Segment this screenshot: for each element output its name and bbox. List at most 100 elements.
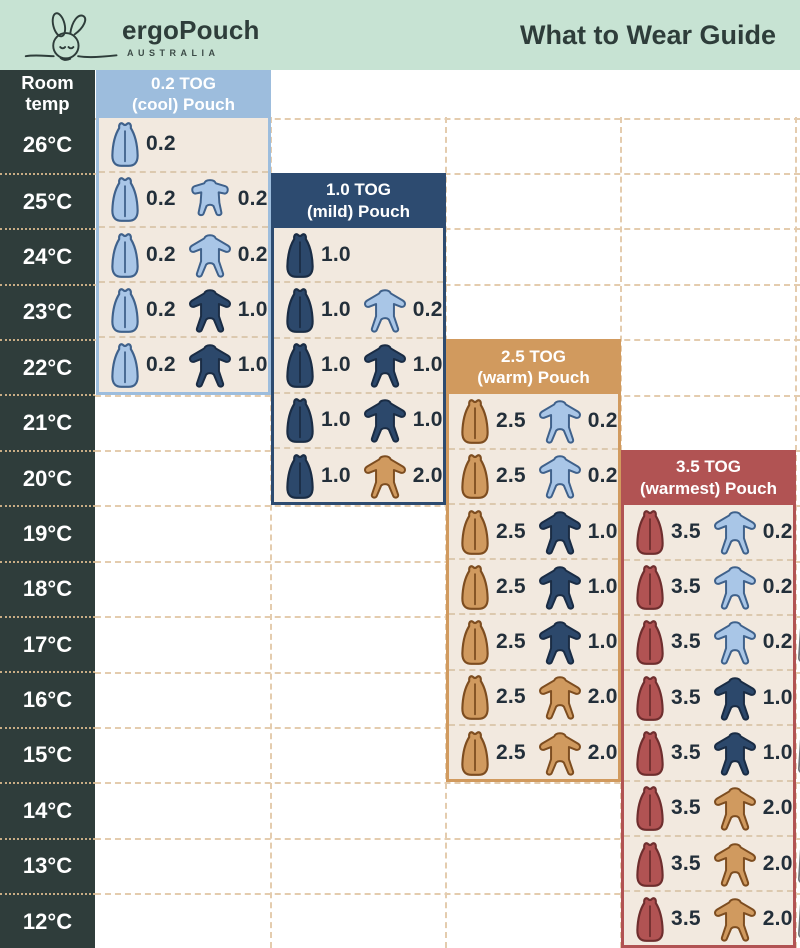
pouch-tog-value: 3.5 [671,741,701,765]
guide-row: 2.5 2.0 [449,723,618,779]
short-sleeve-romper-icon [185,175,235,223]
guide-row: 2.5 2.0 [449,668,618,724]
long-sleeve-sleepsuit-icon [710,840,760,888]
suit-tog-value: 0.2 [237,242,268,266]
tog-panel-title-line1: 1.0 TOG [326,180,391,200]
tog-panel-tog-3-5: 3.5 TOG (warmest) Pouch 3.5 0.2 3.5 0.2 3.5 0.2… [621,449,796,948]
ergopouch-bunny-logo-icon [24,12,118,61]
tog-panel-title-line2: (warmest) Pouch [640,478,777,498]
pouch-tog-value: 0.2 [146,352,176,376]
tog-panel-tog-0-2: 0.2 TOG (cool) Pouch 0.2 0.2 0.2 0.2 0.2 0.2 1.0… [96,70,271,395]
suit-tog-value: 1.0 [587,519,618,543]
pouch-tog-value: 2.5 [496,740,526,764]
temp-label: 13°C [0,837,95,893]
temp-label: 23°C [0,283,95,339]
tog-panel-title-line1: 2.5 TOG [501,346,566,366]
pouch-tog-value: 3.5 [671,851,701,875]
long-sleeve-sleepsuit-icon [710,508,760,556]
tog-panel-header: 1.0 TOG (mild) Pouch [271,172,446,229]
long-sleeve-sleepsuit-icon [360,341,410,389]
guide-row: 2.5 1.0 [449,558,618,613]
tog-panel-tog-1-0: 1.0 TOG (mild) Pouch 1.0 1.0 0.2 1.0 1.0 1.0 1.0… [271,172,446,506]
pouch-tog-value: 3.5 [671,575,701,599]
grid-row-line [95,893,800,896]
pouch-tog-value: 2.5 [496,409,526,433]
guide-row: 0.2 0.2 [99,225,268,281]
tog-panel-title-line2: (mild) Pouch [307,201,410,221]
sleeping-bag-pouch-icon [282,286,318,334]
sleeping-bag-pouch-icon [457,563,493,611]
guide-row: 3.5 0.2 [624,505,793,558]
pouch-tog-value: 3.5 [671,519,701,543]
suit-tog-value: 0.2 [762,519,793,543]
pouch-tog-value: 1.0 [321,408,351,432]
grid-column-line [270,117,272,948]
suit-tog-value: 1.0 [237,297,268,321]
tog-panel-title-line1: 0.2 TOG [151,73,216,93]
sleeping-bag-pouch-icon [457,673,493,721]
guide-row: 3.5 1.0 [624,724,793,779]
pouch-tog-value: 3.5 [671,630,701,654]
temp-label: 17°C [0,616,95,671]
suit-tog-value: 1.0 [587,630,618,654]
sleeping-bag-pouch-icon [282,231,318,279]
guide-row: 0.2 1.0 [99,336,268,391]
suit-tog-value: 2.0 [762,851,793,875]
temp-label: 20°C [0,449,95,505]
guide-row: 2.5 1.0 [449,613,618,668]
guide-row: 3.5 2.0 [624,890,793,945]
pouch-tog-value: 1.0 [321,242,351,266]
page-title: What to Wear Guide [519,19,776,50]
suit-tog-value: 2.0 [587,685,618,709]
guide-row: 0.2 0.2 [99,170,268,226]
sleeping-bag-pouch-icon [107,120,143,168]
long-sleeve-sleepsuit-icon [535,618,585,666]
brand-name: ergoPouch [122,14,260,45]
tog-panel-header: 2.5 TOG (warm) Pouch [446,339,621,395]
tog-panel-title-line2: (cool) Pouch [132,94,235,114]
suit-tog-value: 0.2 [587,464,618,488]
tog-panel-header: 3.5 TOG (warmest) Pouch [621,449,796,506]
suit-tog-value: 2.0 [587,740,618,764]
long-sleeve-sleepsuit-icon [185,341,235,389]
guide-row: 2.5 0.2 [449,447,618,503]
tog-panel-body: 2.5 0.2 2.5 0.2 2.5 1.0 2.5 1.0 2.5 1.0 2.5 2.0 2.5 2… [446,394,621,783]
pouch-tog-value: 0.2 [146,297,176,321]
sleeping-bag-pouch-icon [282,396,318,444]
guide-row: 3.5 0.2 [624,613,793,669]
sleeping-bag-pouch-icon [632,895,668,943]
pouch-tog-value: 1.0 [321,298,351,322]
suit-tog-value: 0.2 [237,187,268,211]
long-sleeve-sleepsuit-icon [360,452,410,500]
suit-tog-value: 1.0 [412,353,443,377]
pouch-tog-value: 3.5 [671,906,701,930]
tog-panel-title-line1: 3.5 TOG [676,457,741,477]
temp-label: 25°C [0,172,95,228]
pouch-tog-value: 2.5 [496,574,526,598]
guide-row: 2.5 1.0 [449,502,618,558]
sleeping-bag-pouch-icon [457,729,493,777]
singlet-icon [795,733,800,774]
pouch-tog-value: 1.0 [321,353,351,377]
pouch-tog-value: 0.2 [146,242,176,266]
guide-row: 1.0 2.0 [274,447,443,502]
sleeping-bag-pouch-icon [457,618,493,666]
guide-row: 3.5 2.0 [624,834,793,890]
pouch-tog-value: 3.5 [671,796,701,820]
temp-label: 12°C [0,892,95,948]
temp-label: 22°C [0,339,95,394]
singlet-icon [795,843,800,884]
tog-panel-body: 1.0 1.0 0.2 1.0 1.0 1.0 1.0 1.0 2.0 [271,228,446,506]
sleeping-bag-pouch-icon [457,452,493,500]
pouch-tog-value: 2.5 [496,685,526,709]
sleeping-bag-pouch-icon [107,231,143,279]
long-sleeve-sleepsuit-icon [185,231,235,279]
sleeping-bag-pouch-icon [282,341,318,389]
tog-panel-tog-2-5: 2.5 TOG (warm) Pouch 2.5 0.2 2.5 0.2 2.5 1.0 2.5… [446,339,621,783]
temp-label: 26°C [22,132,73,158]
guide-row: 1.0 1.0 [274,391,443,447]
sleeping-bag-pouch-icon [107,286,143,334]
long-sleeve-sleepsuit-icon [710,674,760,722]
guide-row: 0.2 1.0 [99,281,268,336]
suit-tog-value: 2.0 [412,463,443,487]
